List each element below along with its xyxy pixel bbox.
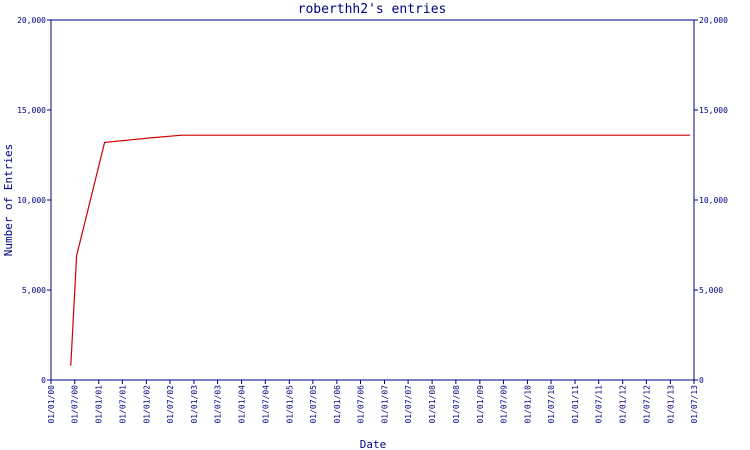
x-tick-label: 01/07/05 (309, 385, 318, 424)
y-tick-label-left: 5,000 (22, 286, 46, 295)
x-tick-label: 01/07/11 (595, 385, 604, 424)
x-tick-label: 01/07/03 (214, 385, 223, 424)
series-line (70, 134, 691, 366)
x-tick-label: 01/07/12 (642, 385, 651, 424)
x-tick-label: 01/01/10 (523, 385, 532, 424)
x-tick-label: 01/07/13 (690, 385, 699, 424)
x-tick-label: 01/01/06 (333, 385, 342, 424)
y-tick-label-right: 20,000 (699, 16, 728, 25)
x-tick-label: 01/07/06 (357, 385, 366, 424)
chart-title: roberthh2's entries (298, 2, 447, 17)
y-tick-label-right: 0 (699, 376, 704, 385)
y-tick-label-left: 10,000 (17, 196, 46, 205)
y-tick-label-right: 10,000 (699, 196, 728, 205)
x-tick-label: 01/07/10 (547, 385, 556, 424)
x-tick-label: 01/07/08 (452, 385, 461, 424)
x-tick-label: 01/01/03 (190, 385, 199, 424)
x-tick-label: 01/01/09 (476, 385, 485, 424)
x-tick-label: 01/07/01 (118, 385, 127, 424)
x-tick-label: 01/01/11 (571, 385, 580, 424)
x-tick-label: 01/01/08 (428, 385, 437, 424)
x-tick-label: 01/01/04 (238, 385, 247, 424)
x-tick-label: 01/07/02 (166, 385, 175, 424)
y-tick-label-left: 20,000 (17, 16, 46, 25)
y-tick-label-left: 0 (41, 376, 46, 385)
plot-area: 0 0 5,000 5,000 10,000 10,000 15,000 15,000 20,0… (17, 16, 728, 424)
x-tick-label: 01/07/07 (404, 385, 413, 424)
y-tick-label-left: 15,000 (17, 106, 46, 115)
x-tick-label: 01/01/07 (380, 385, 389, 424)
x-tick-label: 01/01/13 (666, 385, 675, 424)
x-axis-label: Date (360, 438, 387, 450)
y-axis-label: Number of Entries (2, 144, 15, 257)
y-tick-label-right: 15,000 (699, 106, 728, 115)
plot-frame (50, 19, 695, 381)
x-tick-label: 01/07/04 (261, 385, 270, 424)
x-tick-label: 01/01/01 (95, 385, 104, 424)
x-tick-label: 01/07/09 (499, 385, 508, 424)
x-tick-label: 01/01/12 (619, 385, 628, 424)
x-tick-label: 01/01/02 (142, 385, 151, 424)
x-tick-label: 01/01/05 (285, 385, 294, 424)
x-tick-label: 01/01/00 (47, 385, 56, 424)
y-tick-label-right: 5,000 (699, 286, 723, 295)
x-tick-label: 01/07/00 (71, 385, 80, 424)
